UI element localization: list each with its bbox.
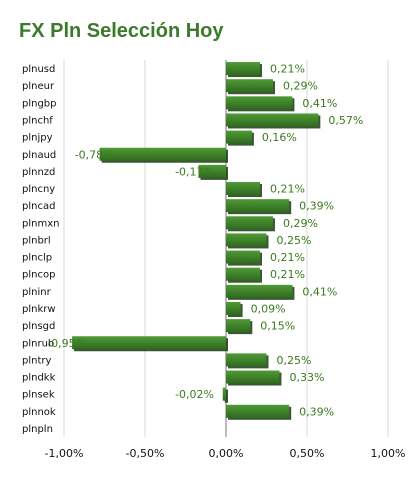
bar — [222, 387, 226, 401]
bar — [226, 267, 261, 281]
bars — [72, 62, 321, 420]
category-label: plnkrw — [22, 304, 56, 315]
category-label: plnmxn — [22, 218, 59, 229]
value-label: -0,17% — [175, 165, 214, 178]
x-axis-tick-labels: -1,00% -0,50% 0,00% 0,50% 1,00% — [45, 447, 406, 460]
value-label: 0,41% — [302, 285, 337, 298]
category-label: plnsek — [22, 390, 55, 401]
value-label: 0,33% — [289, 371, 324, 384]
bar — [226, 250, 261, 264]
category-label: plnbrl — [22, 235, 51, 246]
bar — [72, 336, 226, 350]
value-label: 0,41% — [302, 97, 337, 110]
category-label: plnpln — [22, 424, 53, 435]
value-label: 0,57% — [328, 114, 363, 127]
category-label: plntry — [22, 355, 51, 366]
value-label: 0,39% — [299, 405, 334, 418]
x-tick-label: 0,50% — [290, 447, 325, 460]
category-label: plnsgd — [22, 321, 55, 332]
category-label: plnusd — [22, 64, 55, 75]
value-labels: 0,21% 0,29% 0,41% 0,57% 0,16% -0,78% -0,17% 0,2… — [47, 63, 363, 419]
category-label: plnaud — [22, 150, 56, 161]
category-label: plneur — [22, 81, 55, 92]
bar — [198, 164, 226, 178]
category-label: plncad — [22, 201, 55, 212]
category-labels: plnusd plneur plngbp plnchf plnjpy plnaud plnn… — [22, 64, 59, 435]
bar — [226, 62, 261, 76]
value-label: 0,29% — [283, 217, 318, 230]
value-label: 0,39% — [299, 200, 334, 213]
category-label: plnclp — [22, 253, 52, 264]
value-label: 0,15% — [260, 320, 295, 333]
value-label: -0,95% — [47, 337, 86, 350]
bar-shadow — [224, 389, 228, 403]
category-label: plnnzd — [22, 167, 55, 178]
bar — [226, 182, 261, 196]
value-label: -0,78% — [75, 148, 114, 161]
value-label: 0,21% — [270, 183, 305, 196]
bar — [99, 147, 226, 161]
category-label: plncny — [22, 184, 55, 195]
category-label: plninr — [22, 287, 52, 298]
category-label: plnrub — [22, 338, 54, 349]
x-tick-label: -1,00% — [45, 447, 84, 460]
category-label: plndkk — [22, 373, 56, 384]
value-label: 0,21% — [270, 63, 305, 76]
bar — [226, 79, 273, 93]
value-label: 0,29% — [283, 80, 318, 93]
bar — [226, 199, 290, 213]
bar — [226, 353, 267, 367]
bar — [226, 301, 241, 315]
x-tick-label: -0,50% — [126, 447, 165, 460]
value-label: 0,25% — [277, 354, 312, 367]
x-tick-label: 0,00% — [209, 447, 244, 460]
bar — [226, 216, 273, 230]
x-tick-label: 1,00% — [371, 447, 406, 460]
bar — [226, 404, 290, 418]
category-label: plnnok — [22, 407, 56, 418]
category-label: plngbp — [22, 98, 57, 109]
value-label: 0,09% — [251, 302, 286, 315]
category-label: plncop — [22, 270, 55, 281]
bar — [226, 284, 293, 298]
bar — [226, 233, 267, 247]
value-label: 0,16% — [262, 131, 297, 144]
value-label: 0,25% — [277, 234, 312, 247]
bar — [226, 113, 319, 127]
chart-title: FX Pln Selección Hoy — [19, 20, 224, 42]
bar — [226, 130, 252, 144]
value-label: 0,21% — [270, 251, 305, 264]
value-label: -0,02% — [175, 388, 214, 401]
value-label: 0,21% — [270, 268, 305, 281]
bar — [226, 96, 293, 110]
category-label: plnchf — [22, 115, 53, 126]
category-label: plnjpy — [22, 133, 53, 144]
bar — [226, 319, 251, 333]
bar — [226, 370, 280, 384]
